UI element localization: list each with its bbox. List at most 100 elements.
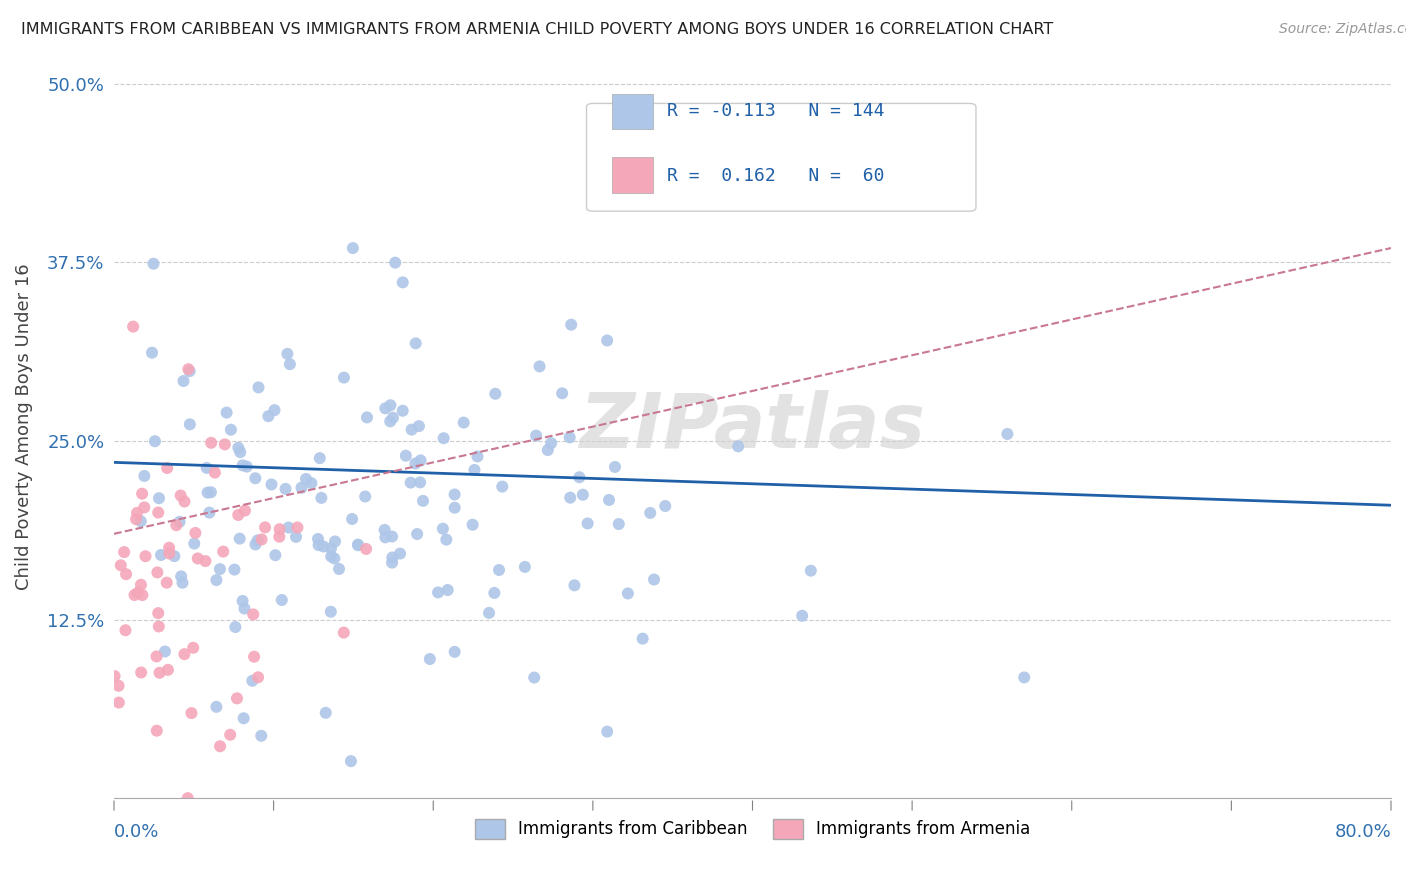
Point	[382, 410, 405, 425]
Point	[134, 549, 156, 564]
Point	[170, 569, 193, 583]
Point	[523, 671, 546, 685]
Point	[443, 645, 465, 659]
Point	[219, 423, 242, 437]
Point	[214, 437, 236, 451]
Point	[491, 479, 513, 493]
Point	[250, 533, 273, 547]
Point	[308, 451, 330, 466]
Point	[287, 520, 309, 534]
Point	[295, 472, 318, 486]
Point	[374, 530, 396, 544]
Point	[146, 566, 169, 580]
Point	[406, 527, 429, 541]
Point	[127, 585, 149, 599]
Point	[165, 518, 187, 533]
Point	[250, 729, 273, 743]
Point	[157, 546, 180, 560]
Point	[124, 588, 146, 602]
Point	[240, 673, 263, 688]
Point	[150, 548, 173, 562]
Point	[323, 551, 346, 566]
Point	[333, 370, 356, 384]
Point	[112, 545, 135, 559]
Point	[436, 582, 458, 597]
Point	[148, 606, 170, 620]
Point	[478, 606, 501, 620]
Point	[433, 431, 456, 445]
Point	[560, 491, 582, 505]
Point	[391, 276, 413, 290]
Point	[347, 538, 370, 552]
Point	[181, 640, 204, 655]
Point	[145, 649, 167, 664]
Point	[572, 488, 595, 502]
Point	[232, 711, 254, 725]
Point	[643, 573, 665, 587]
Point	[399, 475, 422, 490]
FancyBboxPatch shape	[612, 157, 652, 193]
Point	[148, 619, 170, 633]
Point	[264, 548, 287, 562]
Point	[145, 723, 167, 738]
Point	[242, 607, 264, 622]
Point	[409, 453, 432, 467]
Point	[108, 696, 131, 710]
Point	[654, 499, 676, 513]
Point	[224, 620, 246, 634]
Point	[179, 417, 201, 432]
Point	[638, 506, 661, 520]
Point	[233, 503, 256, 517]
Point	[315, 706, 337, 720]
Text: R =  0.162   N =  60: R = 0.162 N = 60	[666, 167, 884, 185]
Point	[245, 537, 267, 551]
Point	[800, 564, 823, 578]
Point	[484, 586, 506, 600]
Point	[107, 679, 129, 693]
Point	[141, 345, 163, 359]
Point	[381, 550, 404, 565]
Point	[513, 560, 536, 574]
Point	[380, 414, 402, 428]
Point	[156, 575, 179, 590]
FancyBboxPatch shape	[612, 94, 652, 129]
Point	[157, 541, 180, 555]
Point	[194, 554, 217, 568]
Point	[276, 347, 298, 361]
Point	[269, 522, 291, 536]
Point	[172, 575, 194, 590]
Point	[163, 549, 186, 563]
Point	[596, 334, 619, 348]
Point	[404, 457, 426, 471]
Point	[129, 514, 152, 528]
Point	[195, 461, 218, 475]
Point	[319, 541, 342, 556]
Point	[180, 706, 202, 720]
Point	[125, 512, 148, 526]
Point	[257, 409, 280, 424]
Point	[603, 459, 626, 474]
Point	[308, 538, 330, 552]
Point	[245, 471, 267, 485]
Point	[187, 551, 209, 566]
Point	[443, 500, 465, 515]
Point	[232, 594, 254, 608]
Point	[110, 558, 132, 573]
Point	[232, 458, 254, 473]
Point	[443, 487, 465, 501]
Text: IMMIGRANTS FROM CARIBBEAN VS IMMIGRANTS FROM ARMENIA CHILD POVERTY AMONG BOYS UN: IMMIGRANTS FROM CARIBBEAN VS IMMIGRANTS …	[21, 22, 1053, 37]
Point	[208, 562, 231, 576]
Point	[389, 547, 412, 561]
Legend: Immigrants from Caribbean, Immigrants from Armenia: Immigrants from Caribbean, Immigrants fr…	[468, 812, 1036, 846]
Point	[197, 485, 219, 500]
Point	[229, 445, 252, 459]
Text: ZIPatlas: ZIPatlas	[579, 390, 925, 464]
Text: Source: ZipAtlas.com: Source: ZipAtlas.com	[1279, 22, 1406, 37]
Point	[564, 578, 586, 592]
Point	[529, 359, 551, 374]
Point	[1012, 670, 1035, 684]
Point	[384, 255, 406, 269]
Text: 80.0%: 80.0%	[1334, 823, 1391, 841]
Point	[270, 593, 292, 607]
Point	[401, 423, 423, 437]
